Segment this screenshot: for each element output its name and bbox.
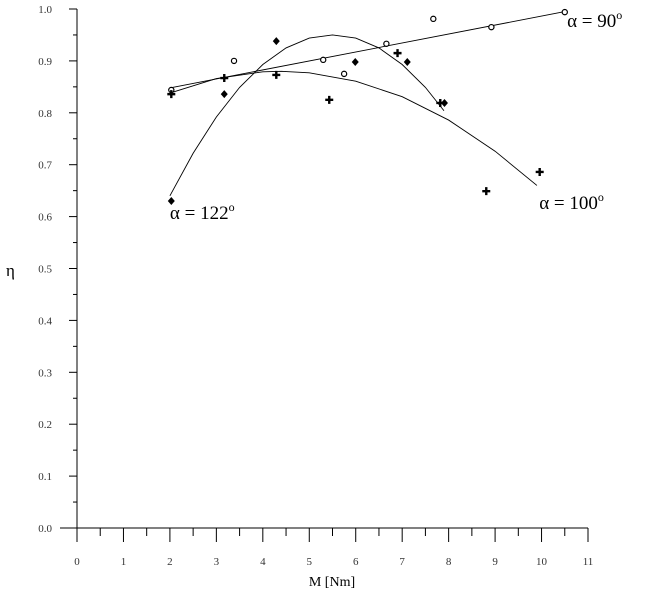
data-point-cross (482, 187, 491, 196)
y-tick-label: 0.9 (38, 56, 52, 68)
data-point-cross (167, 90, 176, 99)
fit-curves (169, 11, 565, 197)
data-point-cross (436, 98, 445, 107)
data-point-cross (272, 70, 281, 79)
data-point-diamond (440, 98, 448, 107)
x-tick-label: 11 (583, 556, 594, 568)
x-axis-label: M [Nm] (309, 575, 355, 590)
series-label: α = 122o (170, 200, 235, 224)
y-tick-label: 0.6 (38, 212, 52, 224)
data-points (167, 8, 568, 206)
data-point-diamond (403, 57, 411, 66)
x-tick-label: 1 (121, 556, 127, 568)
data-point-diamond (351, 57, 359, 66)
x-tick-label: 6 (353, 556, 359, 568)
data-point-diamond (220, 90, 228, 99)
y-tick-label: 0.3 (38, 367, 52, 379)
data-point-circle (561, 8, 568, 16)
data-point-cross (393, 49, 402, 58)
x-tick-label: 4 (260, 556, 266, 568)
fit-curve-0 (169, 11, 565, 89)
y-tick-label: 0.1 (38, 471, 52, 483)
fit-curve-2 (169, 70, 538, 186)
x-tick-label: 7 (399, 556, 405, 568)
x-tick-label: 2 (167, 556, 173, 568)
annotations: α = 90o α = 122o α = 100o (170, 8, 622, 224)
data-point-cross (325, 95, 334, 104)
x-tick-label: 0 (74, 556, 80, 568)
fit-curve-1 (169, 34, 445, 197)
data-point-circle (488, 23, 495, 31)
x-tick-label: 10 (536, 556, 548, 568)
data-point-circle (383, 40, 390, 47)
data-point-cross (220, 74, 229, 83)
x-tick-label: 9 (492, 556, 498, 568)
series-label: α = 100o (539, 190, 604, 214)
y-tick-label: 0.2 (38, 419, 52, 431)
y-tick-label: 0.8 (38, 108, 52, 120)
axes: 0 1 2 3 4 5 6 7 8 9 10 11 0.0 0.1 0.2 0.3 0.4 0.5 0.6 0.7 0.… (38, 4, 593, 568)
y-tick-label: 1.0 (38, 4, 52, 16)
data-point-circle (230, 57, 238, 65)
y-tick-label: 0.7 (38, 160, 52, 172)
x-tick-label: 8 (446, 556, 452, 568)
y-tick-label: 0.4 (38, 315, 52, 327)
data-point-diamond (167, 197, 175, 206)
data-point-circle (320, 56, 327, 64)
y-tick-label: 0.0 (38, 523, 52, 535)
data-point-cross (535, 167, 544, 176)
data-point-diamond (272, 37, 280, 46)
y-axis-label: η (6, 261, 15, 280)
data-point-circle (430, 15, 437, 23)
x-tick-label: 3 (214, 556, 220, 568)
x-tick-label: 5 (307, 556, 313, 568)
data-point-circle (340, 70, 348, 78)
series-label: α = 90o (567, 8, 622, 32)
y-tick-label: 0.5 (38, 264, 52, 276)
